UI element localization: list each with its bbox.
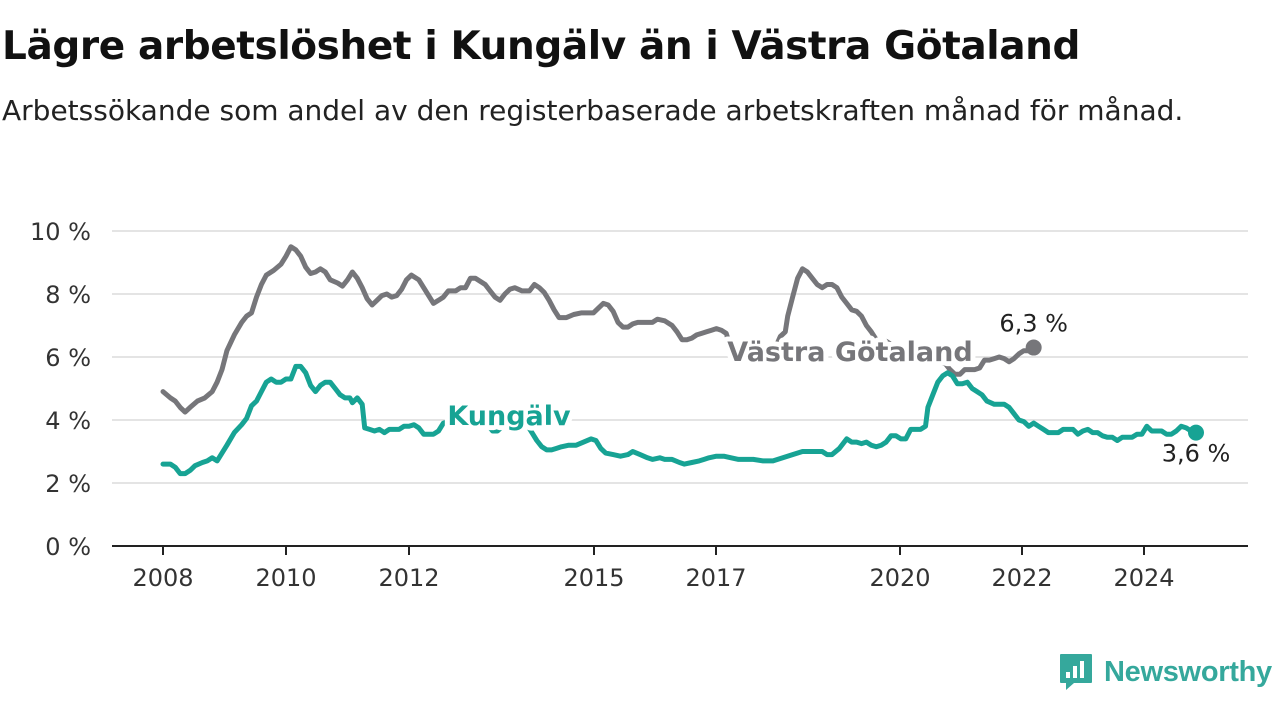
chart-subtitle: Arbetssökande som andel av den registerb… [2, 94, 1184, 127]
axes: 0 % 2 % 4 % 6 % 8 % 10 % 2008 2010 2012 2015 2017 2… [30, 218, 1248, 592]
y-tick-label: 8 % [45, 281, 91, 309]
x-tick-label: 2015 [563, 564, 624, 592]
y-tick-label: 4 % [45, 407, 91, 435]
series-line [160, 363, 1199, 477]
series-end-marker [1025, 339, 1042, 356]
y-tick-label: 2 % [45, 470, 91, 498]
brand-name: Newsworthy [1104, 655, 1272, 688]
x-tick-label: 2024 [1113, 564, 1174, 592]
x-tick-label: 2010 [255, 564, 316, 592]
series-name-label: Kungälv [447, 401, 571, 432]
gridlines [112, 230, 1248, 484]
x-tick-label: 2020 [869, 564, 930, 592]
x-tick-label: 2012 [378, 564, 439, 592]
x-tick-label: 2008 [132, 564, 193, 592]
x-tick-label: 2017 [685, 564, 746, 592]
chart-title: Lägre arbetslöshet i Kungälv än i Västra… [2, 24, 1081, 69]
series-lines [160, 244, 1204, 477]
series-end-value: 3,6 % [1162, 440, 1231, 468]
series-name-halo: Kungälv [447, 401, 571, 432]
y-tick-label: 6 % [45, 344, 91, 372]
newsworthy-logo: Newsworthy [1058, 652, 1272, 692]
y-tick-label: 10 % [30, 218, 91, 246]
series-end-marker [1188, 424, 1204, 441]
series-end-value: 6,3 % [999, 310, 1068, 338]
series-name-label: Västra Götaland [727, 337, 972, 368]
series-name-halo: Västra Götaland [727, 337, 972, 368]
y-tick-label: 0 % [45, 533, 91, 561]
series-line [160, 244, 1037, 415]
x-tick-label: 2022 [991, 564, 1052, 592]
newsworthy-logo-icon [1060, 654, 1092, 690]
